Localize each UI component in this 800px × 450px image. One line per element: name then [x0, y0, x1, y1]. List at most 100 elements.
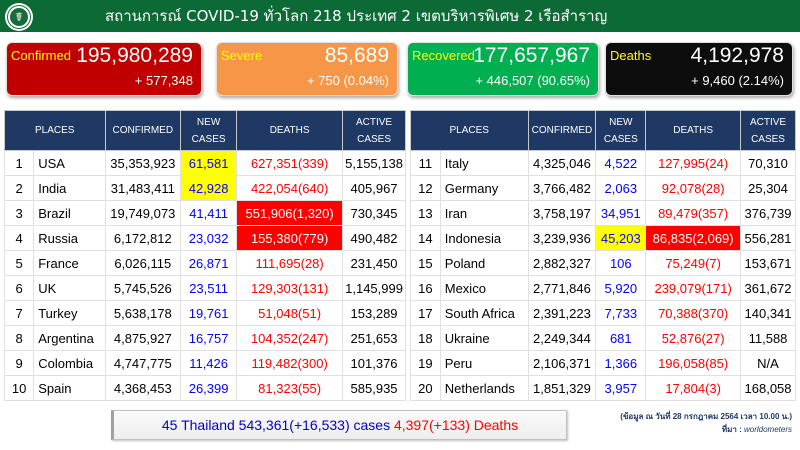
recovered-delta: + 446,507 (90.65%): [475, 73, 590, 88]
rank-cell: 19: [410, 350, 441, 376]
confirmed-cell: 4,368,453: [104, 375, 182, 401]
confirmed-cell: 3,239,936: [527, 225, 597, 251]
active-cases-cell: 1,145,999: [342, 275, 406, 301]
table-row: 14 Indonesia 3,239,936 45,203 86,835(2,069) 5…: [410, 225, 796, 251]
table-row: 3 Brazil 19,749,073 41,411 551,906(1,320) 730…: [3, 200, 406, 226]
deaths-label: Deaths: [610, 48, 652, 63]
table-row: 4 Russia 6,172,812 23,032 155,380(779) 490,48…: [3, 225, 406, 251]
deaths-cell: 17,804(3): [645, 375, 742, 401]
deaths-cell: 70,388(370): [645, 300, 742, 326]
new-cases-cell: 1,366: [595, 350, 647, 376]
deaths-cell: 75,249(7): [645, 250, 742, 276]
rank-cell: 9: [3, 350, 35, 376]
header-deaths: DEATHS: [236, 110, 344, 151]
table-row: 5 France 6,026,115 26,871 111,695(28) 231,450: [3, 250, 406, 276]
new-cases-cell: 7,733: [595, 300, 647, 326]
place-cell: South Africa: [439, 300, 529, 326]
deaths-cell: 551,906(1,320): [236, 200, 344, 226]
place-cell: Germany: [439, 175, 529, 201]
new-cases-cell: 2,063: [595, 175, 647, 201]
rank-cell: 4: [3, 225, 35, 251]
new-cases-cell: 4,522: [595, 150, 647, 176]
table-row: 6 UK 5,745,526 23,511 129,303(131) 1,145,999: [3, 275, 406, 301]
place-cell: USA: [33, 150, 106, 176]
active-cases-cell: 25,304: [740, 175, 796, 201]
country-table-left: PLACES CONFIRMED NEW CASES DEATHS ACTIVE C…: [3, 110, 406, 401]
rank-cell: 11: [410, 150, 441, 176]
confirmed-cell: 4,747,775: [104, 350, 182, 376]
active-cases-cell: 730,345: [342, 200, 406, 226]
confirmed-cell: 3,766,482: [527, 175, 597, 201]
active-cases-cell: 376,739: [740, 200, 796, 226]
new-cases-cell: 45,203: [595, 225, 647, 251]
place-cell: Indonesia: [439, 225, 529, 251]
rank-cell: 10: [3, 375, 35, 401]
deaths-cell: 422,054(640): [236, 175, 344, 201]
severe-label: Severe: [221, 48, 263, 63]
place-cell: Netherlands: [439, 375, 529, 401]
recovered-label: Recovered: [412, 48, 475, 63]
rank-cell: 17: [410, 300, 441, 326]
table-row: 10 Spain 4,368,453 26,399 81,323(55) 585,935: [3, 375, 406, 401]
confirmed-label: Confirmed: [11, 48, 71, 63]
confirmed-cell: 35,353,923: [104, 150, 182, 176]
recovered-value: 177,657,967: [473, 44, 590, 67]
place-cell: Ukraine: [439, 325, 529, 351]
active-cases-cell: 490,482: [342, 225, 406, 251]
active-cases-cell: 5,155,138: [342, 150, 406, 176]
table-row: 16 Mexico 2,771,846 5,920 239,079(171) 361,67…: [410, 275, 796, 301]
new-cases-cell: 11,426: [180, 350, 238, 376]
table-row: 17 South Africa 2,391,223 7,733 70,388(370) 1…: [410, 300, 796, 326]
active-cases-cell: 168,058: [740, 375, 796, 401]
rank-cell: 3: [3, 200, 35, 226]
page-title: สถานการณ์ COVID-19 ทั่วโลก 218 ประเทศ 2 …: [105, 7, 608, 25]
active-cases-cell: 405,967: [342, 175, 406, 201]
active-cases-cell: 556,281: [740, 225, 796, 251]
rank-cell: 7: [3, 300, 35, 326]
table-row: 18 Ukraine 2,249,344 681 52,876(27) 11,588: [410, 325, 796, 351]
place-cell: Brazil: [33, 200, 106, 226]
confirmed-cell: 2,882,327: [527, 250, 597, 276]
deaths-cell: 129,303(131): [236, 275, 344, 301]
ministry-logo-icon: ☤: [5, 3, 33, 31]
deaths-cell: 51,048(51): [236, 300, 344, 326]
table-row: 7 Turkey 5,638,178 19,761 51,048(51) 153,289: [3, 300, 406, 326]
place-cell: UK: [33, 275, 106, 301]
rank-cell: 6: [3, 275, 35, 301]
table-row: 11 Italy 4,325,046 4,522 127,995(24) 70,310: [410, 150, 796, 176]
confirmed-cell: 4,325,046: [527, 150, 597, 176]
table-row: 12 Germany 3,766,482 2,063 92,078(28) 25,304: [410, 175, 796, 201]
new-cases-cell: 23,032: [180, 225, 238, 251]
new-cases-cell: 106: [595, 250, 647, 276]
active-cases-cell: 585,935: [342, 375, 406, 401]
new-cases-cell: 5,920: [595, 275, 647, 301]
confirmed-cell: 2,391,223: [527, 300, 597, 326]
place-cell: Russia: [33, 225, 106, 251]
deaths-cell: 627,351(339): [236, 150, 344, 176]
rank-cell: 14: [410, 225, 441, 251]
new-cases-cell: 61,581: [180, 150, 238, 176]
header-confirmed: CONFIRMED: [527, 110, 597, 151]
place-cell: Italy: [439, 150, 529, 176]
active-cases-cell: 140,341: [740, 300, 796, 326]
header-active-line2: CASES: [357, 133, 391, 145]
header-places: PLACES: [410, 110, 529, 151]
severe-delta: + 750 (0.04%): [306, 73, 389, 88]
rank-cell: 16: [410, 275, 441, 301]
table-header-row: PLACES CONFIRMED NEW CASES DEATHS ACTIVE C…: [410, 110, 796, 151]
table-row: 15 Poland 2,882,327 106 75,249(7) 153,671: [410, 250, 796, 276]
active-cases-cell: 153,671: [740, 250, 796, 276]
severe-value: 85,689: [324, 44, 389, 67]
header-active-line1: ACTIVE: [749, 116, 787, 128]
table-row: 19 Peru 2,106,371 1,366 196,058(85) N/A: [410, 350, 796, 376]
new-cases-cell: 26,871: [180, 250, 238, 276]
deaths-card: Deaths 4,192,978 + 9,460 (2.14%): [605, 42, 793, 96]
rank-cell: 8: [3, 325, 35, 351]
active-cases-cell: 70,310: [740, 150, 796, 176]
recovered-card: Recovered 177,657,967 + 446,507 (90.65%): [407, 42, 599, 96]
severe-card: Severe 85,689 + 750 (0.04%): [216, 42, 398, 96]
header-active-cases: ACTIVE CASES: [342, 110, 406, 151]
deaths-cell: 86,835(2,069): [645, 225, 742, 251]
active-cases-cell: 361,672: [740, 275, 796, 301]
header-deaths: DEATHS: [645, 110, 742, 151]
